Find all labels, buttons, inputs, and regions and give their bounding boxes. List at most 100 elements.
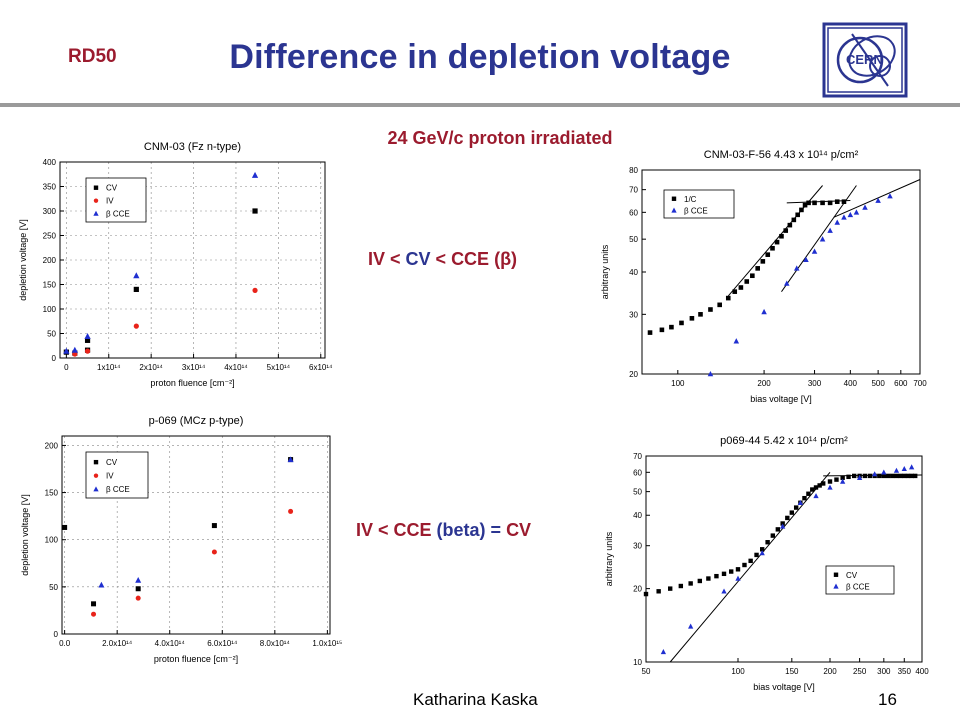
data-point-cv (697, 578, 703, 584)
rd50-badge: RD50 (68, 46, 117, 67)
x-tick-label: 100 (731, 667, 745, 676)
series-triangle (98, 456, 294, 588)
data-point-cce (893, 467, 900, 473)
data-point-cv (728, 569, 734, 574)
x-tick-label: 3x10¹⁴ (182, 363, 206, 372)
x-tick-label: 0.0 (59, 639, 71, 648)
data-point-cce (793, 265, 800, 271)
y-tick-label: 60 (629, 208, 638, 217)
legend-label: 1/C (684, 195, 697, 204)
data-point-cv (877, 473, 882, 479)
footer-author: Katharina Kaska (413, 690, 538, 709)
data-point-cv (813, 485, 819, 490)
legend-label: CV (846, 571, 858, 580)
data-point-cv (779, 233, 784, 239)
data-point-cv (890, 473, 895, 479)
data-point-cv (765, 540, 770, 545)
x-axis-label: proton fluence [cm⁻²] (150, 378, 234, 388)
relation-part: < (373, 520, 394, 540)
x-tick-label: 200 (823, 667, 837, 676)
data-point-cce (856, 474, 863, 480)
data-point-iv (91, 611, 97, 617)
y-tick-label: 150 (45, 489, 59, 498)
data-point-cce (803, 256, 809, 262)
data-point-cce (881, 469, 887, 475)
data-point-cv (817, 483, 822, 488)
relation-part: CV (405, 249, 431, 269)
x-tick-label: 300 (877, 667, 891, 676)
data-point-iv (288, 508, 294, 514)
y-tick-label: 80 (629, 166, 638, 175)
data-point-cv (867, 473, 873, 479)
irradiation-subtitle: 24 GeV/c proton irradiated (387, 128, 613, 148)
data-point-cv (678, 583, 684, 589)
data-point-cv (862, 473, 868, 479)
x-tick-label: 400 (844, 379, 858, 388)
data-point-cce (887, 193, 893, 199)
x-tick-label: 1.0x10¹⁵ (312, 639, 342, 648)
x-tick-label: 4.0x10¹⁴ (155, 639, 186, 648)
relation-part: (beta) = (431, 520, 507, 540)
data-point-cv (647, 330, 653, 335)
data-point-cce (901, 465, 907, 472)
series-square (647, 199, 847, 335)
y-tick-label: 200 (43, 256, 57, 265)
data-point-iv (211, 549, 217, 555)
data-point-cce (833, 583, 839, 589)
relation-part: IV (368, 249, 386, 269)
legend-label: IV (106, 472, 114, 481)
y-axis-label: arbitrary units (600, 244, 610, 299)
data-point-cce (819, 236, 826, 242)
data-point-iv (252, 287, 258, 293)
data-point-cv (760, 259, 766, 264)
data-point-cv (810, 487, 815, 492)
data-point-cce (827, 484, 833, 490)
y-tick-label: 50 (49, 583, 58, 592)
data-point-cv (820, 481, 826, 486)
legend-label: β CCE (106, 210, 130, 219)
x-tick-label: 150 (785, 667, 799, 676)
data-point-cv (785, 515, 790, 521)
data-point-cv (765, 252, 771, 257)
data-point-cv (738, 285, 744, 290)
legend-box (663, 189, 735, 219)
fit-line (786, 200, 851, 204)
data-point-cv (698, 312, 703, 317)
data-point-cv (787, 222, 793, 228)
data-point-cv (679, 320, 684, 326)
data-point-cv (714, 573, 719, 579)
x-tick-label: 2x10¹⁴ (139, 363, 163, 372)
x-axis-label: bias voltage [V] (750, 394, 812, 404)
data-point-iv (93, 198, 99, 203)
relation-part: IV (356, 520, 374, 540)
data-point-cce (735, 575, 741, 581)
data-point-cv (721, 571, 727, 577)
data-point-cv (846, 474, 851, 480)
data-point-cv (840, 475, 845, 480)
data-point-cce (840, 478, 846, 484)
data-point-iv (72, 351, 78, 357)
data-point-cce (93, 486, 99, 492)
relation-part: < (430, 249, 452, 269)
data-point-cv (671, 196, 677, 201)
data-point-cv (820, 200, 825, 206)
y-tick-label: 0 (52, 354, 57, 363)
svg-text:CERN: CERN (846, 52, 883, 67)
y-tick-label: 250 (43, 232, 57, 241)
y-tick-label: 100 (43, 305, 57, 314)
data-point-cce (841, 214, 847, 220)
data-point-cce (813, 493, 819, 499)
y-tick-label: 30 (633, 542, 642, 551)
data-point-cv (795, 212, 800, 218)
data-point-cv (791, 217, 797, 223)
data-point-cce (93, 210, 99, 216)
data-point-cv (93, 459, 99, 465)
data-point-cv (732, 289, 738, 294)
chart-title: p-069 (MCz p-type) (149, 415, 244, 427)
data-point-cv (851, 473, 857, 479)
series-square (643, 473, 918, 597)
data-point-cce (707, 371, 714, 377)
data-point-cv (789, 510, 795, 515)
data-point-cce (733, 338, 740, 344)
data-point-cv (689, 316, 695, 321)
